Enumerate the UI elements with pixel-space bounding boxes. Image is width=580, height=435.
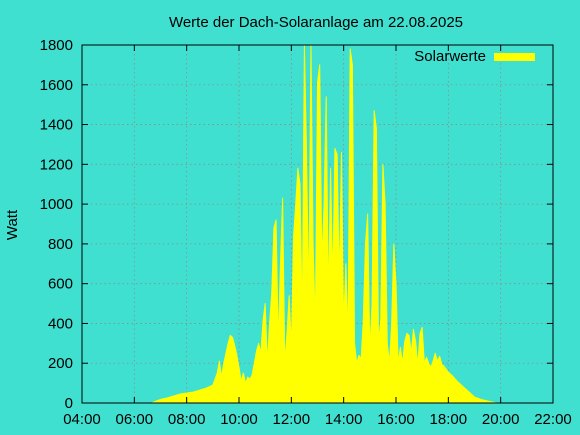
y-tick-label: 600 (48, 276, 73, 293)
y-tick-label: 400 (48, 315, 73, 332)
x-tick-label: 04:00 (63, 411, 101, 428)
x-tick-label: 16:00 (377, 411, 415, 428)
y-tick-label: 1600 (40, 77, 73, 94)
y-tick-label: 1800 (40, 37, 73, 54)
y-tick-label: 1200 (40, 156, 73, 173)
chart-title: Werte der Dach-Solaranlage am 22.08.2025 (169, 14, 463, 31)
y-axis-label: Watt (4, 209, 21, 240)
x-tick-label: 14:00 (325, 411, 363, 428)
y-tick-label: 200 (48, 355, 73, 372)
y-tick-label: 800 (48, 236, 73, 253)
plot-frame (81, 44, 554, 404)
y-tick-label: 1400 (40, 117, 73, 134)
x-tick-label: 18:00 (430, 411, 468, 428)
y-tick-label: 0 (65, 395, 73, 412)
x-tick-label: 10:00 (220, 411, 258, 428)
x-tick-label: 22:00 (534, 411, 572, 428)
legend-swatch (494, 53, 535, 61)
series-area-solarwerte (151, 44, 497, 404)
x-tick-label: 06:00 (116, 411, 154, 428)
series-area (151, 44, 497, 404)
legend-label: Solarwerte (414, 48, 486, 65)
x-tick-label: 12:00 (273, 411, 311, 428)
axis-ticks: 0 200 400 600 800 1000 1200 1400 1600 1800 04:00 06… (40, 37, 572, 428)
x-tick-label: 20:00 (482, 411, 520, 428)
legend: Solarwerte (414, 48, 535, 65)
x-tick-label: 08:00 (168, 411, 206, 428)
y-tick-label: 1000 (40, 196, 73, 213)
